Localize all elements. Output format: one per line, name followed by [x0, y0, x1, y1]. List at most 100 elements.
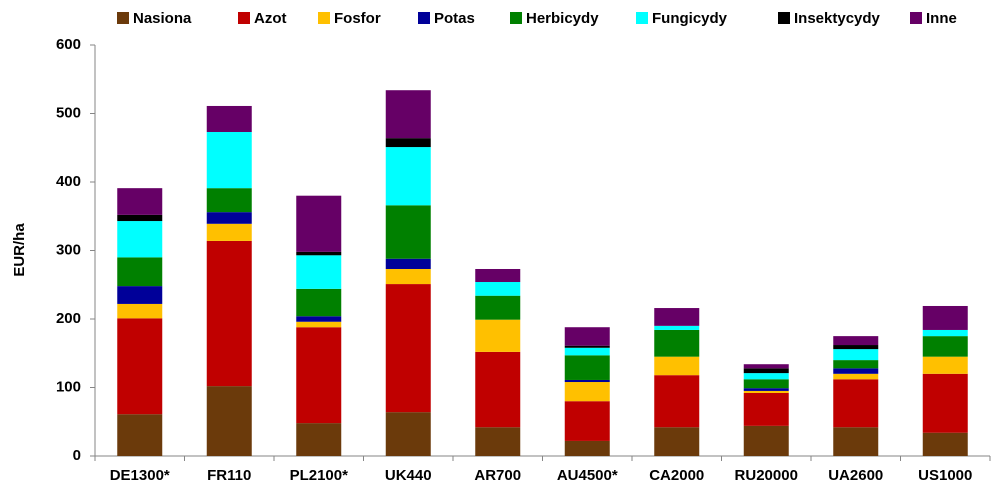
bar-segment: [117, 257, 163, 287]
bar-segment: [385, 258, 431, 269]
bar-segment: [117, 414, 163, 456]
bar-segment: [564, 382, 610, 402]
bar-segment: [833, 379, 879, 428]
bar-segment: [564, 345, 610, 348]
bar-segment: [475, 295, 521, 320]
legend-swatch: [778, 12, 790, 24]
x-tick-label: US1000: [918, 467, 972, 484]
bar-segment: [833, 345, 879, 350]
bar-segment: [117, 303, 163, 319]
x-tick-label: AR700: [474, 467, 521, 484]
bar-segment: [475, 282, 521, 296]
bar-segment: [296, 195, 342, 252]
bar-segment: [743, 364, 789, 369]
bar-segment: [833, 368, 879, 374]
bar-segment: [743, 379, 789, 389]
bar-segment: [296, 327, 342, 424]
x-tick-label: CA2000: [649, 467, 704, 484]
bar-segment: [743, 388, 789, 391]
legend-swatch: [910, 12, 922, 24]
y-tick-label: 100: [56, 378, 81, 395]
bar-segment: [475, 319, 521, 352]
bar-segment: [564, 401, 610, 441]
bar-segment: [475, 427, 521, 456]
legend-label: Potas: [434, 10, 475, 27]
bar-segment: [206, 223, 252, 241]
bar-segment: [385, 90, 431, 139]
bar-segment: [206, 386, 252, 456]
legend-label: Herbicydy: [526, 10, 599, 27]
bar-segment: [117, 286, 163, 304]
bar-segment: [922, 356, 968, 374]
bar-segment: [564, 440, 610, 456]
legend-label: Inne: [926, 10, 957, 27]
bar-segment: [564, 355, 610, 380]
legend-label: Fungicydy: [652, 10, 728, 27]
bar-segment: [564, 379, 610, 383]
bar-segment: [296, 288, 342, 317]
legend-label: Azot: [254, 10, 287, 27]
bar-segment: [385, 268, 431, 285]
bar-segment: [206, 212, 252, 224]
bar-segment: [833, 373, 879, 380]
legend-label: Fosfor: [334, 10, 381, 27]
bar-segment: [206, 240, 252, 387]
y-axis-label: EUR/ha: [11, 223, 28, 277]
bar-segment: [296, 321, 342, 328]
bar-segment: [385, 147, 431, 206]
bar-segment: [833, 336, 879, 346]
x-tick-label: PL2100*: [290, 467, 349, 484]
y-tick-label: 200: [56, 310, 81, 327]
bar-segment: [385, 284, 431, 413]
y-tick-label: 0: [73, 447, 81, 464]
bar-segment: [833, 427, 879, 456]
bar-segment: [206, 188, 252, 213]
legend-swatch: [418, 12, 430, 24]
legend-label: Insektycydy: [794, 10, 881, 27]
x-tick-label: UK440: [385, 467, 432, 484]
bar-segment: [743, 368, 789, 374]
bar-segment: [564, 347, 610, 356]
bar-segment: [922, 336, 968, 357]
bar-segment: [385, 205, 431, 259]
bar-segment: [475, 268, 521, 283]
bar-segment: [564, 327, 610, 346]
x-tick-label: DE1300*: [110, 467, 170, 484]
legend-swatch: [238, 12, 250, 24]
bar-segment: [743, 390, 789, 393]
bar-segment: [296, 251, 342, 256]
y-tick-label: 400: [56, 173, 81, 190]
bar-segment: [296, 423, 342, 456]
legend-swatch: [636, 12, 648, 24]
bar-segment: [922, 373, 968, 433]
legend-label: Nasiona: [133, 10, 192, 27]
x-tick-label: AU4500*: [557, 467, 618, 484]
bar-segment: [922, 432, 968, 456]
bar-segment: [922, 305, 968, 330]
legend-swatch: [117, 12, 129, 24]
x-tick-label: UA2600: [828, 467, 883, 484]
bar-segment: [475, 351, 521, 428]
bar-segment: [206, 105, 252, 132]
bar-segment: [654, 329, 700, 357]
bar-segment: [654, 308, 700, 326]
bar-segment: [743, 425, 789, 456]
bar-segment: [296, 255, 342, 289]
bar-segment: [385, 138, 431, 148]
legend-swatch: [510, 12, 522, 24]
bar-segment: [296, 316, 342, 322]
bar-segment: [743, 373, 789, 380]
x-tick-label: FR110: [207, 467, 251, 484]
bar-segment: [922, 329, 968, 337]
x-tick-label: RU20000: [735, 467, 798, 484]
y-tick-label: 500: [56, 104, 81, 121]
bar-segment: [833, 349, 879, 361]
bar-segment: [117, 318, 163, 415]
bar-segment: [117, 188, 163, 215]
y-tick-label: 300: [56, 241, 81, 258]
bar-segment: [833, 360, 879, 369]
legend-swatch: [318, 12, 330, 24]
bar-segment: [206, 131, 252, 189]
bar-segment: [117, 221, 163, 258]
